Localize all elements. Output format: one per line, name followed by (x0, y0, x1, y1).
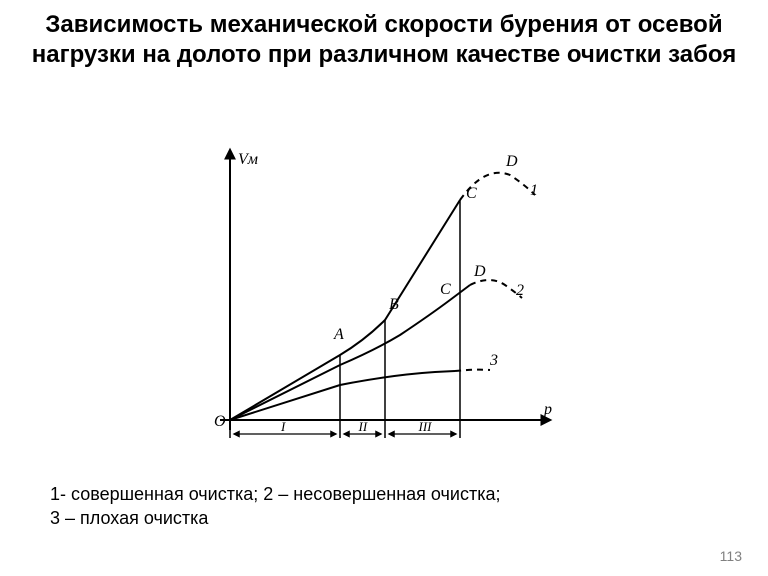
svg-text:3: 3 (489, 352, 498, 369)
svg-text:C: C (466, 185, 477, 202)
page-number: 113 (720, 548, 742, 564)
svg-text:II: II (358, 419, 368, 434)
legend-line-1: 1- совершенная очистка; 2 – несовершенна… (50, 482, 501, 506)
svg-text:A: A (333, 326, 344, 343)
svg-text:III: III (418, 419, 433, 434)
svg-text:D: D (473, 263, 486, 280)
svg-text:C: C (440, 281, 451, 298)
svg-text:p: p (543, 401, 552, 418)
chart-legend: 1- совершенная очистка; 2 – несовершенна… (50, 482, 501, 531)
svg-text:O: O (214, 413, 226, 430)
chart-svg: VмpOIIIIIIABCDCD123 (190, 140, 570, 450)
svg-text:D: D (505, 153, 518, 170)
page-title: Зависимость механической скорости бурени… (0, 10, 768, 70)
svg-text:B: B (389, 296, 399, 313)
legend-line-2: 3 – плохая очистка (50, 506, 501, 530)
svg-text:I: I (280, 419, 286, 434)
svg-text:Vм: Vм (238, 151, 258, 168)
chart-container: VмpOIIIIIIABCDCD123 (190, 140, 570, 450)
svg-text:1: 1 (530, 182, 538, 199)
svg-text:2: 2 (516, 282, 524, 299)
